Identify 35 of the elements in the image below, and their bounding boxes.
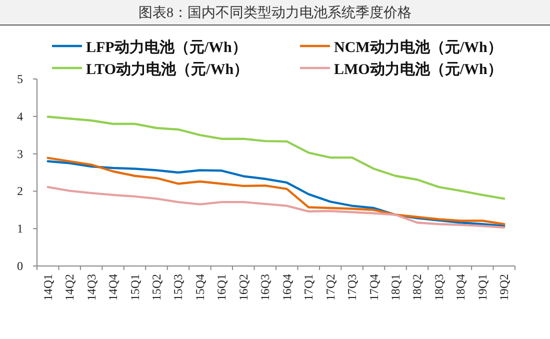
y-tick-label: 0: [17, 259, 23, 273]
y-tick-label: 4: [17, 109, 23, 124]
x-tick-label: 18Q4: [454, 274, 468, 301]
legend-label: LFP动力电池（元/Wh）: [86, 39, 247, 56]
legend-label: NCM动力电池（元/Wh）: [334, 39, 502, 56]
line-series: [46, 186, 506, 229]
y-tick-label: 5: [17, 72, 23, 86]
x-tick-label: 19Q1: [475, 274, 490, 301]
x-tick-label: 16Q2: [236, 274, 250, 301]
x-tick-label: 14Q3: [84, 274, 98, 301]
x-tick-label: 17Q4: [366, 274, 381, 301]
x-tick-label: 18Q2: [410, 274, 424, 301]
x-tick-label: 18Q3: [432, 274, 446, 301]
x-tick-label: 15Q3: [171, 274, 186, 301]
legend-label: LTO动力电池（元/Wh）: [86, 61, 249, 78]
x-tick-label: 19Q2: [497, 274, 512, 301]
x-tick-label: 17Q2: [323, 274, 338, 301]
x-tick-label: 16Q1: [214, 274, 229, 301]
x-tick-label: 17Q3: [345, 274, 360, 301]
x-tick-label: 17Q1: [302, 274, 316, 301]
x-tick-label: 16Q4: [280, 274, 294, 301]
x-tick-label: 15Q2: [150, 274, 164, 301]
chart-title: 图表8：国内不同类型动力电池系统季度价格: [138, 5, 412, 21]
y-tick-label: 1: [17, 222, 23, 236]
x-tick-label: 14Q2: [62, 274, 77, 301]
y-tick-label: 3: [17, 146, 23, 161]
x-tick-label: 14Q1: [40, 274, 55, 301]
line-series: [46, 116, 506, 200]
legend-label: LMO动力电池（元/Wh）: [334, 61, 502, 78]
x-tick-label: 14Q4: [106, 274, 120, 301]
x-tick-label: 16Q3: [258, 274, 272, 301]
x-tick-label: 15Q4: [192, 274, 207, 301]
x-tick-label: 18Q1: [388, 274, 402, 301]
y-tick-label: 2: [17, 184, 23, 198]
x-tick-label: 15Q1: [128, 274, 142, 301]
